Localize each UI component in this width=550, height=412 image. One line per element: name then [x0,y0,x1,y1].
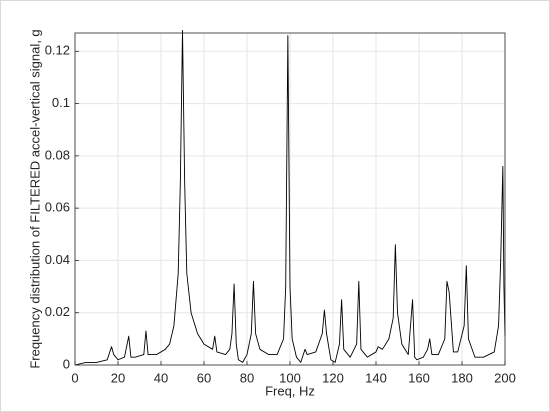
y-tick-label: 0.1 [52,95,70,110]
x-tick-label: 100 [279,370,301,385]
y-tick-label: 0.02 [45,304,70,319]
x-tick-label: 160 [408,370,430,385]
x-tick-label: 180 [451,370,473,385]
y-tick-label: 0 [63,356,70,371]
x-tick-label: 140 [365,370,387,385]
x-tick-label: 60 [197,370,211,385]
x-tick-label: 80 [240,370,254,385]
marks [74,29,506,366]
x-axis-label: Freq, Hz [265,383,315,398]
x-tick-label: 40 [154,370,168,385]
x-tick-label: 0 [71,370,78,385]
y-tick-label: 0.08 [45,147,70,162]
x-tick-label: 20 [111,370,125,385]
y-tick-label: 0.06 [45,200,70,215]
y-tick-label: 0.12 [45,43,70,58]
x-tick-label: 120 [322,370,344,385]
data-line [74,29,506,366]
x-tick-label: 200 [494,370,516,385]
y-axis-label: Frequency distribution of FILTERED accel… [27,29,42,368]
y-tick-label: 0.04 [45,252,70,267]
